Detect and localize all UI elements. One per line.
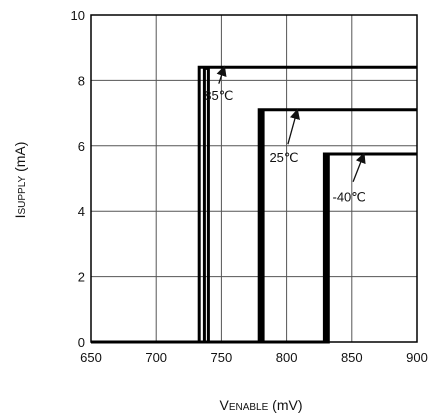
- annotation-arrow-0: [216, 65, 227, 84]
- annotation-label-1: 25℃: [269, 150, 298, 165]
- y-tick-label: 0: [78, 335, 85, 350]
- tick-labels: 650 700 750 800 850 900 0 2 4 6 8 10: [71, 8, 428, 365]
- plot-frame: [90, 14, 418, 343]
- annotation-label-0: 85℃: [204, 88, 233, 103]
- series-line-0: [91, 65, 417, 344]
- y-tick-label: 4: [78, 204, 85, 219]
- grid-lines: [90, 14, 418, 343]
- series-layer: [91, 65, 417, 344]
- annotations: 85℃ 25℃ -40℃: [204, 65, 366, 204]
- annotation-arrow-1: [287, 108, 300, 145]
- x-tick-label: 850: [341, 350, 363, 365]
- x-tick-label: 650: [80, 350, 102, 365]
- y-tick-label: 8: [78, 73, 85, 88]
- x-axis-label: VENABLE (mV): [219, 397, 302, 413]
- annotation-arrow-2: [352, 152, 366, 183]
- x-tick-label: 750: [211, 350, 233, 365]
- series-line-1: [91, 108, 417, 344]
- y-tick-label: 2: [78, 270, 85, 285]
- y-tick-label: 6: [78, 139, 85, 154]
- x-tick-label: 900: [406, 350, 428, 365]
- y-axis-label: ISUPPLY (mA): [12, 142, 28, 219]
- x-tick-label: 800: [276, 350, 298, 365]
- series-line-2: [91, 152, 417, 344]
- annotation-label-2: -40℃: [332, 189, 365, 204]
- x-tick-label: 700: [145, 350, 167, 365]
- y-tick-label: 10: [71, 8, 85, 23]
